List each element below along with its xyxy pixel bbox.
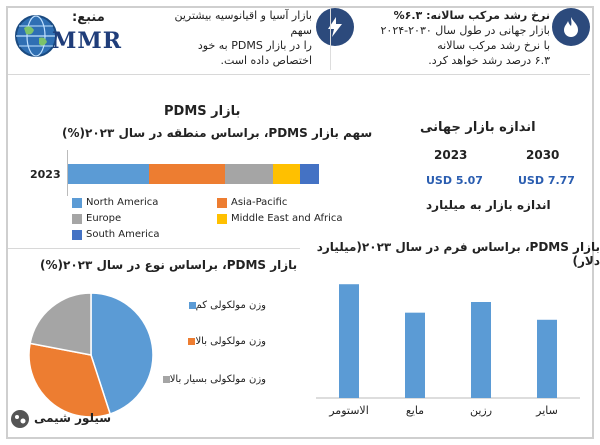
- bar-0: [339, 284, 359, 398]
- region-text-3: اختصاص داده است.: [220, 54, 312, 67]
- region-note: بازار آسیا و اقیانوسیه بیشترین سهم را در…: [150, 8, 312, 68]
- region-stacked-bar: [68, 164, 320, 184]
- pie-slice-1: [28, 342, 112, 418]
- legend-item-north-america: North America: [72, 197, 158, 208]
- type-pie-chart: [28, 292, 154, 418]
- cagr-text-3: ۶.۳ درصد رشد خواهد کرد.: [428, 54, 550, 67]
- brand-footer: سیلور شیمی: [10, 407, 130, 431]
- logo-text: MMR: [52, 28, 122, 54]
- pie-slice-2: [29, 292, 92, 356]
- x-tick-label-2: رزین: [470, 404, 492, 417]
- cagr-text-1: بازار جهانی در طول سال ۲۰۳۰-۲۰۲۴: [380, 24, 551, 37]
- header-divider: [330, 8, 331, 70]
- legend-item-very-high-mw: وزن مولکولی بسیار بالا: [157, 374, 266, 385]
- legend-item-low-mw: وزن مولکولی کم: [183, 300, 266, 311]
- value-a: USD 5.07: [426, 174, 483, 187]
- region-chart-year: 2023: [30, 168, 61, 181]
- bar-2: [471, 302, 491, 398]
- legend-item-high-mw: وزن مولکولی بالا: [182, 336, 266, 347]
- legend-item-europe: Europe: [72, 213, 121, 224]
- section-divider-2: [8, 248, 300, 249]
- market-size-unit: اندازه بازار به میلیارد: [426, 198, 551, 212]
- pie-slice-0: [90, 292, 154, 415]
- market-size-title: اندازه بازار جهانی: [420, 120, 536, 135]
- year-b: 2030: [526, 148, 560, 162]
- bar-segment-middle-east-and-africa: [273, 164, 301, 184]
- logo: منبع: MMR: [12, 10, 132, 66]
- bar-segment-south-america: [300, 164, 320, 184]
- x-tick-label-0: الاستومر: [328, 404, 369, 417]
- cagr-text-2: با نرخ رشد مرکب سالانه: [437, 39, 550, 52]
- bar-segment-north-america: [68, 164, 149, 184]
- region-chart-title: سهم بازار PDMS، براساس منطقه در سال ۲۰۲۳…: [62, 126, 373, 140]
- section-divider: [8, 74, 590, 75]
- brand-name: سیلور شیمی: [34, 411, 112, 425]
- cagr-note: نرخ رشد مرکب سالانه: ۶.۳% بازار جهانی در…: [370, 8, 551, 68]
- source-label: منبع:: [72, 10, 105, 25]
- region-text-1: بازار آسیا و اقیانوسیه بیشترین سهم: [174, 9, 312, 37]
- value-b: USD 7.77: [518, 174, 575, 187]
- bar-3: [537, 319, 557, 398]
- flame-icon: [552, 8, 590, 46]
- cagr-title: نرخ رشد مرکب سالانه: ۶.۳%: [393, 9, 550, 22]
- region-text-2: را در بازار PDMS به خود: [197, 39, 312, 52]
- globe-icon: [15, 15, 57, 57]
- region-chart-axis: [67, 150, 68, 196]
- bar-1: [405, 312, 425, 398]
- year-a: 2023: [434, 148, 468, 162]
- form-chart-title: بازار PDMS، براساس فرم در سال ۲۰۲۳(میلیا…: [316, 240, 600, 268]
- legend-item-asia-pacific: Asia-Pacific: [217, 197, 287, 208]
- bolt-icon: [316, 8, 354, 46]
- bubble-icon: [11, 410, 29, 428]
- legend-item-middle-east-africa: Middle East and Africa: [217, 213, 342, 224]
- x-tick-label-3: سایر: [535, 404, 558, 417]
- x-tick-label-1: مایع: [406, 404, 424, 417]
- type-chart-title: بازار PDMS، براساس نوع در سال ۲۰۲۳(%): [40, 258, 298, 272]
- bar-segment-asia-pacific: [149, 164, 225, 184]
- supertitle: بازار PDMS: [164, 104, 241, 119]
- legend-item-south-america: South America: [72, 229, 160, 240]
- form-bar-chart: الاستومر مایع رزین سایر: [316, 284, 580, 417]
- bar-segment-europe: [224, 164, 274, 184]
